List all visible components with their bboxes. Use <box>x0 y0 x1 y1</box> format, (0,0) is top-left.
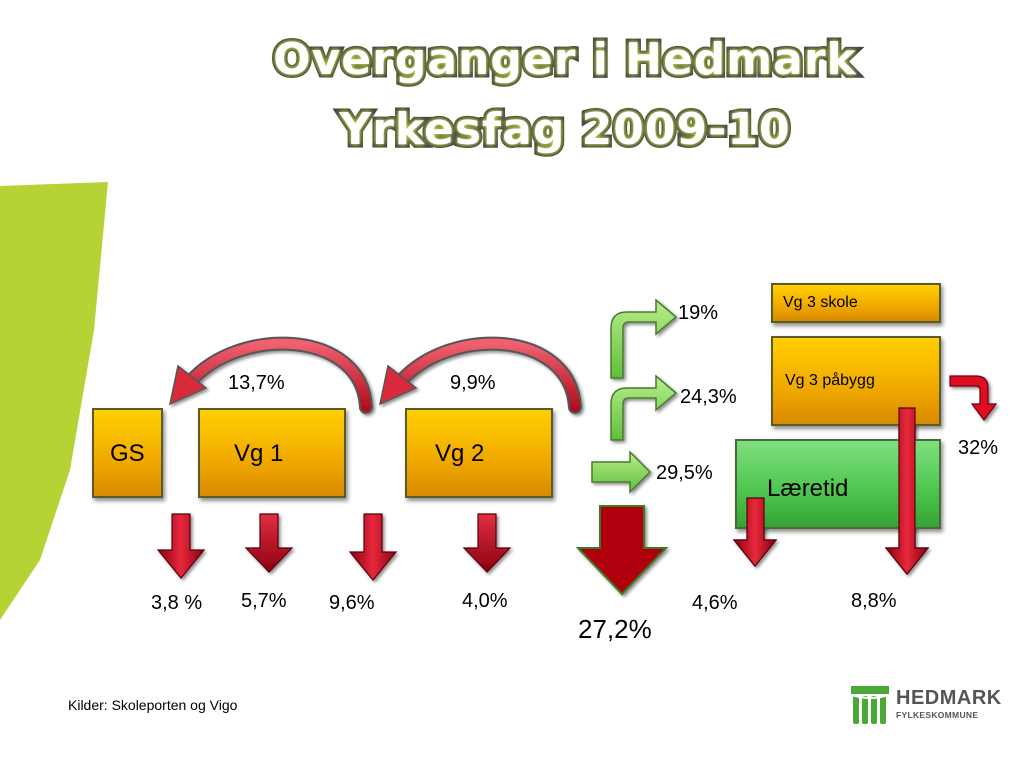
pct-pabygg-out: 32% <box>958 437 999 459</box>
drop-arrow-big <box>575 505 669 596</box>
pct-drop-vg1-b: 9,6% <box>329 592 375 614</box>
box-vg3-skole: Vg 3 skole <box>771 283 941 323</box>
logo-emblem-icon <box>851 686 889 724</box>
pct-drop-vg1-a: 5,7% <box>241 590 287 612</box>
drop-arrow-pabygg-overlay <box>884 407 930 575</box>
page-title-line2: Yrkesfag 2009-10 <box>336 101 793 159</box>
drop-arrow-gs <box>156 513 206 579</box>
box-vg1-label: Vg 1 <box>234 440 284 467</box>
page-title-line1: Overganger i Hedmark <box>270 31 860 89</box>
drop-arrow-vg2 <box>462 513 512 573</box>
pct-drop-big: 27,2% <box>578 614 652 644</box>
source-note: Kilder: Skoleporten og Vigo <box>68 697 238 713</box>
hedmark-logo: HEDMARK FYLKESKOMMUNE <box>850 685 1002 729</box>
back-arrow-vg2-vg1 <box>378 336 582 414</box>
box-vg2-label: Vg 2 <box>435 440 485 467</box>
pct-to-vg3-skole: 19% <box>678 302 719 324</box>
box-laeretid-label: Læretid <box>767 475 849 502</box>
drop-arrow-laeretid-overlay <box>732 497 778 567</box>
pct-drop-pabygg: 8,8% <box>851 590 897 612</box>
pct-back-vg1: 13,7% <box>228 372 285 394</box>
box-vg3-pabygg-label: Vg 3 påbygg <box>785 372 875 389</box>
drop-arrow-vg1-a <box>244 513 294 573</box>
red-arrow-pabygg-out <box>949 375 998 421</box>
pct-drop-vg2: 4,0% <box>462 590 508 612</box>
pct-drop-gs: 3,8 % <box>151 592 203 614</box>
box-gs: GS <box>92 408 163 498</box>
box-gs-label: GS <box>110 440 145 467</box>
green-arrow-to-laeretid <box>591 450 652 494</box>
back-arrow-vg1-gs <box>168 336 373 414</box>
pct-to-laeretid: 29,5% <box>656 462 713 484</box>
green-side-band <box>0 182 108 620</box>
logo-sub: FYLKESKOMMUNE <box>896 710 979 720</box>
box-vg2: Vg 2 <box>405 408 553 498</box>
drop-arrow-vg1-b <box>348 513 398 581</box>
box-vg3-skole-label: Vg 3 skole <box>783 294 858 311</box>
pct-back-vg2: 9,9% <box>450 372 496 394</box>
pct-to-vg3-pabygg: 24,3% <box>680 386 737 408</box>
pct-drop-laeretid: 4,6% <box>692 592 738 614</box>
logo-name: HEDMARK <box>896 687 1002 709</box>
green-arrow-to-vg3-pabygg <box>610 374 678 441</box>
box-vg1: Vg 1 <box>198 408 346 498</box>
green-arrow-to-vg3-skole <box>610 298 678 379</box>
